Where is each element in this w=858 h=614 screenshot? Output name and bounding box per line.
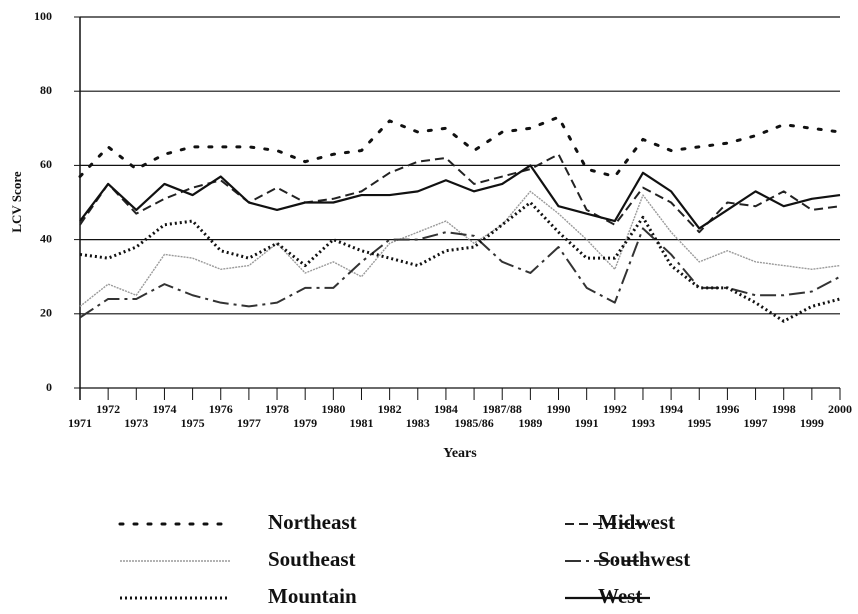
- x-tick-label: 1987/88: [483, 402, 522, 416]
- legend-label: West: [598, 584, 642, 608]
- series-line: [79, 227, 841, 319]
- x-tick-label: 1989: [518, 416, 542, 430]
- legend-label: Midwest: [598, 510, 675, 534]
- series-line: [79, 164, 841, 230]
- y-tick-label: 80: [40, 83, 52, 97]
- x-tick-label: 1974: [152, 402, 176, 416]
- x-tick-label: 1991: [575, 416, 599, 430]
- x-tick-label: 1972: [96, 402, 120, 416]
- y-axis-title: LCV Score: [9, 171, 24, 232]
- legend-label: Southeast: [268, 547, 356, 571]
- x-tick-label: 1983: [406, 416, 430, 430]
- x-tick-label: 1998: [772, 402, 796, 416]
- legend-label: Northeast: [268, 510, 357, 534]
- x-tick-label: 1978: [265, 402, 289, 416]
- x-tick-label: 1973: [124, 416, 148, 430]
- x-tick-label: 1995: [687, 416, 711, 430]
- x-tick-label: 2000: [828, 402, 852, 416]
- x-tick-label: 1980: [321, 402, 345, 416]
- x-tick-label: 1985/86: [454, 416, 493, 430]
- y-tick-label: 20: [40, 306, 52, 320]
- legend-label: Mountain: [268, 584, 357, 608]
- series-line: [79, 153, 841, 234]
- x-tick-label: 1993: [631, 416, 655, 430]
- legend-label: Southwest: [598, 547, 690, 571]
- series-line: [79, 190, 841, 307]
- x-tick-label: 1976: [209, 402, 233, 416]
- x-tick-label: 1971: [68, 416, 92, 430]
- x-tick-label: 1990: [547, 402, 571, 416]
- x-tick-label: 1981: [349, 416, 373, 430]
- x-tick-label: 1997: [744, 416, 768, 430]
- series-line: [78, 115, 842, 179]
- x-tick-label: 1994: [659, 402, 683, 416]
- y-tick-label: 40: [40, 231, 52, 245]
- y-tick-label: 0: [46, 380, 52, 394]
- x-tick-label: 1984: [434, 402, 458, 416]
- series-line: [79, 201, 841, 323]
- x-tick-label: 1975: [181, 416, 205, 430]
- y-tick-label: 60: [40, 157, 52, 171]
- x-tick-label: 1979: [293, 416, 317, 430]
- x-tick-label: 1992: [603, 402, 627, 416]
- x-tick-label: 1982: [378, 402, 402, 416]
- y-tick-label: 100: [34, 9, 52, 23]
- x-tick-label: 1996: [715, 402, 739, 416]
- x-tick-label: 1999: [800, 416, 824, 430]
- x-axis-title: Years: [443, 446, 477, 461]
- x-tick-label: 1977: [237, 416, 261, 430]
